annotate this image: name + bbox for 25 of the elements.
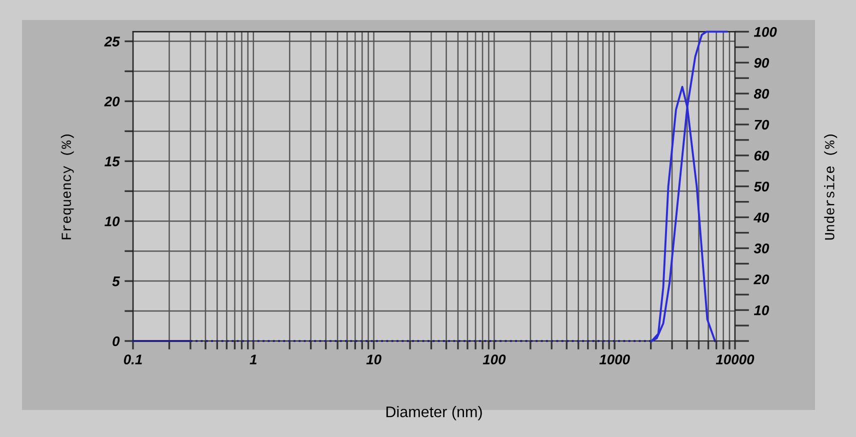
x-tick-label: 100 xyxy=(482,354,506,364)
y2-tick-label: 40 xyxy=(754,212,770,222)
x-tick-label: 1 xyxy=(250,354,257,364)
y2-tick-label: 50 xyxy=(754,182,770,192)
y2-tick-label: 80 xyxy=(754,88,770,99)
y-tick-label: 25 xyxy=(104,36,120,46)
x-tick-label: 10 xyxy=(366,354,382,364)
y2-tick-label: 30 xyxy=(754,244,770,254)
y2-tick-label: 90 xyxy=(754,58,770,68)
y-tick-label: 15 xyxy=(104,156,120,166)
y-tick-label: 5 xyxy=(112,276,120,286)
y2-tick-label: 10 xyxy=(754,305,770,316)
y2-tick-label: 100 xyxy=(754,27,777,37)
y-tick-label: 20 xyxy=(104,96,120,106)
x-tick-label: 1000 xyxy=(599,354,630,364)
y2-axis-title: Undersize (%) xyxy=(824,134,838,240)
y-tick-label: 10 xyxy=(104,216,120,226)
y2-tick-label: 20 xyxy=(754,274,770,284)
y-tick-label: 0 xyxy=(112,336,120,346)
x-axis-title: Diameter (nm) xyxy=(386,406,482,420)
x-tick-label: 10000 xyxy=(716,354,754,364)
x-tick-label: 0.1 xyxy=(124,354,142,364)
y2-tick-label: 70 xyxy=(754,120,770,130)
y-axis-title: Frequency (%) xyxy=(60,134,74,240)
y2-tick-label: 60 xyxy=(754,150,770,161)
